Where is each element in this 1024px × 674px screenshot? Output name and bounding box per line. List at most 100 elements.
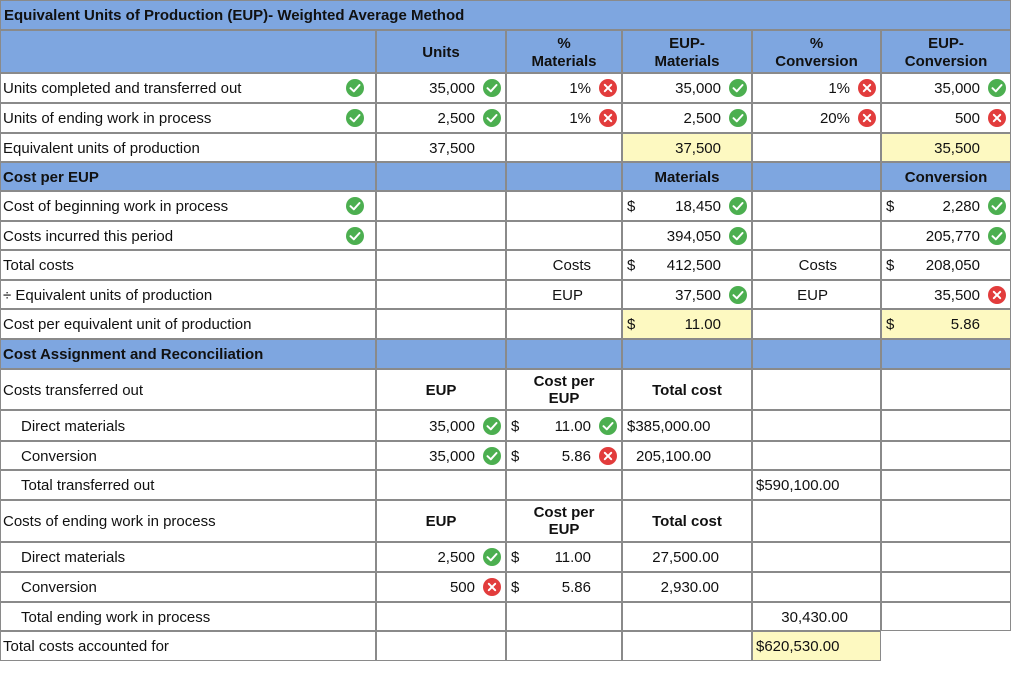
check-icon bbox=[483, 548, 501, 566]
check-icon bbox=[729, 286, 747, 304]
ending-eup-header: EUP bbox=[376, 500, 506, 542]
transferred-dm-cost-input[interactable]: $ 11.00 bbox=[506, 410, 622, 441]
eup-label-conversion: EUP bbox=[752, 280, 881, 309]
blank-edm4 bbox=[752, 542, 881, 572]
check-icon bbox=[346, 227, 364, 245]
blank-tdm4 bbox=[752, 410, 881, 441]
band-a3 bbox=[622, 339, 752, 369]
header-pct-conversion: % Conversion bbox=[752, 30, 881, 73]
transferred-conv-eup-input[interactable]: 35,000 bbox=[376, 441, 506, 470]
check-icon bbox=[729, 79, 747, 97]
pct-conversion-ending-wip-input[interactable]: 20% bbox=[752, 103, 881, 133]
beginning-wip-materials-input[interactable]: $ 18,450 bbox=[622, 191, 752, 221]
transferred-dm-total: $385,000.00 bbox=[622, 410, 752, 441]
divide-eup-materials-input[interactable]: 37,500 bbox=[622, 280, 752, 309]
check-icon bbox=[988, 197, 1006, 215]
blank-te2 bbox=[506, 602, 622, 631]
blank-e5 bbox=[881, 500, 1011, 542]
blank-tt2 bbox=[506, 470, 622, 500]
check-icon bbox=[483, 79, 501, 97]
row-label-completed: Units completed and transferred out bbox=[0, 73, 376, 103]
band-a5 bbox=[881, 339, 1011, 369]
blank-te5 bbox=[881, 602, 1011, 631]
row-label-beginning-wip: Cost of beginning work in process bbox=[0, 191, 376, 221]
transferred-dm-eup-input[interactable]: 35,000 bbox=[376, 410, 506, 441]
ending-conv-cost: $ 5.86 bbox=[506, 572, 622, 602]
assignment-heading: Cost Assignment and Reconciliation bbox=[0, 339, 376, 369]
check-icon bbox=[346, 197, 364, 215]
ending-dm-cost: $ 11.00 bbox=[506, 542, 622, 572]
total-ending-wip-amount: 30,430.00 bbox=[752, 602, 881, 631]
cross-icon bbox=[858, 79, 876, 97]
worksheet-title: Equivalent Units of Production (EUP)- We… bbox=[4, 7, 465, 24]
per-unit-conversion: $ 5.86 bbox=[881, 309, 1011, 339]
cross-icon bbox=[483, 578, 501, 596]
blank-e4 bbox=[752, 500, 881, 542]
header-eup-materials: EUP- Materials bbox=[622, 30, 752, 73]
eup-materials-completed-input[interactable]: 35,000 bbox=[622, 73, 752, 103]
blank-pctconv-pu bbox=[752, 309, 881, 339]
row-label-total-costs: Total costs bbox=[0, 250, 376, 280]
band-units bbox=[376, 162, 506, 191]
row-label-divide-eup: ÷ Equivalent units of production bbox=[0, 280, 376, 309]
blank-tc5 bbox=[881, 441, 1011, 470]
row-label-total-eup: Equivalent units of production bbox=[0, 133, 376, 162]
pct-materials-ending-wip-input[interactable]: 1% bbox=[506, 103, 622, 133]
eup-conversion-completed-input[interactable]: 35,000 bbox=[881, 73, 1011, 103]
eup-label-materials: EUP bbox=[506, 280, 622, 309]
blank-ec5 bbox=[881, 572, 1011, 602]
header-label-cell bbox=[0, 30, 376, 73]
transferred-cost-per-header: Cost per EUP bbox=[506, 369, 622, 410]
pct-materials-completed-input[interactable]: 1% bbox=[506, 73, 622, 103]
check-icon bbox=[988, 79, 1006, 97]
blank-tt5 bbox=[881, 470, 1011, 500]
incurred-materials-input[interactable]: 394,050 bbox=[622, 221, 752, 250]
ending-cost-per-header: Cost per EUP bbox=[506, 500, 622, 542]
blank-te3 bbox=[622, 602, 752, 631]
total-costs-materials: $ 412,500 bbox=[622, 250, 752, 280]
band-pct-materials bbox=[506, 162, 622, 191]
units-completed-input[interactable]: 35,000 bbox=[376, 73, 506, 103]
blank-g3 bbox=[622, 631, 752, 661]
eup-conversion-ending-wip-input[interactable]: 500 bbox=[881, 103, 1011, 133]
row-label-total-transferred: Total transferred out bbox=[0, 470, 376, 500]
blank-units-tc bbox=[376, 250, 506, 280]
transferred-conv-cost-input[interactable]: $ 5.86 bbox=[506, 441, 622, 470]
transferred-eup-header: EUP bbox=[376, 369, 506, 410]
beginning-wip-conversion-input[interactable]: $ 2,280 bbox=[881, 191, 1011, 221]
blank-units-inc bbox=[376, 221, 506, 250]
ending-dm-eup-input[interactable]: 2,500 bbox=[376, 542, 506, 572]
cross-icon bbox=[599, 109, 617, 127]
cross-icon bbox=[858, 109, 876, 127]
header-pct-materials: % Materials bbox=[506, 30, 622, 73]
band-a1 bbox=[376, 339, 506, 369]
cross-icon bbox=[599, 447, 617, 465]
incurred-conversion-input[interactable]: 205,770 bbox=[881, 221, 1011, 250]
ending-total-cost-header: Total cost bbox=[622, 500, 752, 542]
row-label-ending-conv: Conversion bbox=[0, 572, 376, 602]
eup-materials-ending-wip-input[interactable]: 2,500 bbox=[622, 103, 752, 133]
cost-per-eup-heading: Cost per EUP bbox=[0, 162, 376, 191]
title-bar: Equivalent Units of Production (EUP)- We… bbox=[0, 0, 1011, 30]
divide-eup-conversion-input[interactable]: 35,500 bbox=[881, 280, 1011, 309]
row-label-ending-wip: Units of ending work in process bbox=[0, 103, 376, 133]
pct-conversion-completed-input[interactable]: 1% bbox=[752, 73, 881, 103]
row-label-incurred: Costs incurred this period bbox=[0, 221, 376, 250]
ending-dm-total: 27,500.00 bbox=[622, 542, 752, 572]
blank-tt3 bbox=[622, 470, 752, 500]
materials-heading: Materials bbox=[622, 162, 752, 191]
ending-conv-eup-input[interactable]: 500 bbox=[376, 572, 506, 602]
blank-g1 bbox=[376, 631, 506, 661]
units-ending-wip-input[interactable]: 2,500 bbox=[376, 103, 506, 133]
blank-edm5 bbox=[881, 542, 1011, 572]
band-a2 bbox=[506, 339, 622, 369]
row-label-total-accounted: Total costs accounted for bbox=[0, 631, 376, 661]
blank-pctmat-pu bbox=[506, 309, 622, 339]
row-label-transferred-dm: Direct materials bbox=[0, 410, 376, 441]
blank-pctmat-inc bbox=[506, 221, 622, 250]
check-icon bbox=[729, 197, 747, 215]
costs-label-materials: Costs bbox=[506, 250, 622, 280]
blank-t5 bbox=[881, 369, 1011, 410]
per-unit-materials: $ 11.00 bbox=[622, 309, 752, 339]
header-units: Units bbox=[376, 30, 506, 73]
